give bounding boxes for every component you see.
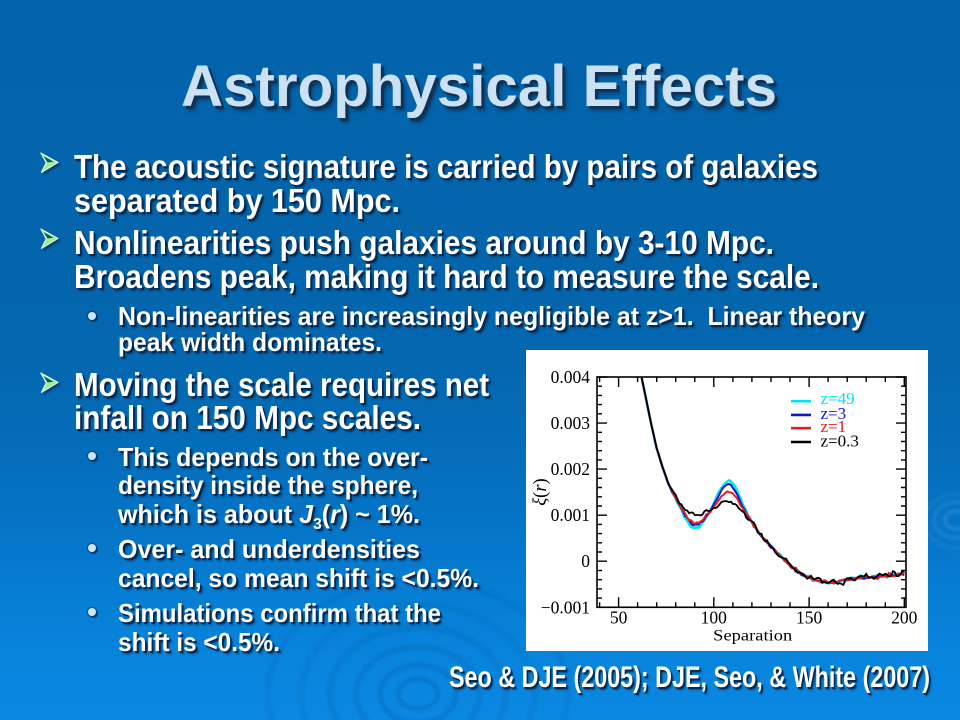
svg-text:Separation: Separation	[713, 628, 792, 645]
svg-text:−0.001: −0.001	[541, 597, 590, 617]
svg-text:z=0.3: z=0.3	[821, 431, 859, 450]
svg-text:z=49: z=49	[821, 389, 855, 408]
svg-text:150: 150	[796, 608, 823, 628]
svg-text:0.004: 0.004	[551, 367, 591, 387]
svg-text:200: 200	[891, 608, 918, 628]
svg-text:0.002: 0.002	[551, 459, 590, 479]
svg-text:z=3: z=3	[821, 404, 847, 423]
svg-text:0: 0	[581, 551, 590, 571]
svg-text:0.003: 0.003	[551, 413, 591, 433]
svg-text:ξ(r): ξ(r)	[531, 478, 551, 505]
svg-text:0.001: 0.001	[551, 505, 590, 525]
svg-text:50: 50	[610, 608, 628, 628]
svg-text:z=1: z=1	[821, 417, 847, 436]
svg-text:100: 100	[701, 608, 728, 628]
